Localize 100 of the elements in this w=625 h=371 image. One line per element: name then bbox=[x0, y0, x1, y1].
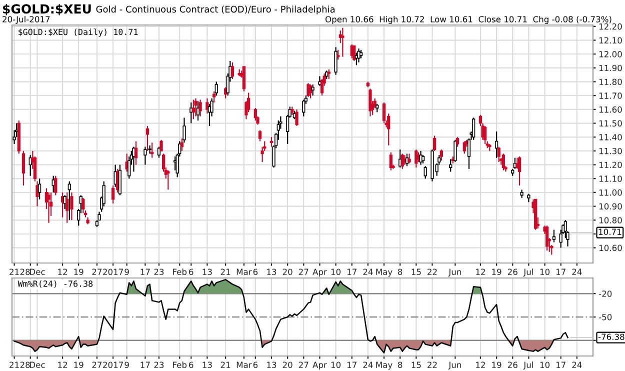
y-tick-label: 12.00 bbox=[599, 51, 622, 58]
x-tick-label: 17 bbox=[347, 268, 356, 275]
y-tick-label: 11.70 bbox=[599, 92, 622, 99]
x-tick-label: 10 bbox=[331, 362, 341, 368]
x-tick-label: 12 bbox=[476, 268, 485, 275]
candlestick bbox=[336, 49, 340, 60]
x-tick-label: 27 bbox=[298, 268, 308, 275]
x-tick-label: 22 bbox=[428, 268, 437, 275]
y-tick-label: 11.10 bbox=[599, 176, 622, 182]
x-tick-label: 21 bbox=[220, 362, 230, 368]
x-tick-label: 21 bbox=[10, 362, 19, 368]
x-tick-label: 19 bbox=[492, 268, 502, 276]
x-tick-label: 26 bbox=[508, 268, 518, 276]
candlestick bbox=[118, 164, 122, 196]
candlestick bbox=[552, 229, 556, 243]
x-tick-label: 13 bbox=[267, 362, 276, 368]
candlestick bbox=[146, 125, 150, 152]
x-tick-label: 20 bbox=[282, 268, 292, 276]
candlestick bbox=[270, 136, 274, 148]
candlestick bbox=[192, 99, 195, 120]
chart-subtitle: Gold - Continuous Contract (EOD)/Euro - Philadelphia bbox=[96, 6, 335, 14]
x-tick-label: 17 bbox=[347, 362, 356, 368]
y-tick-label: 11.50 bbox=[599, 120, 622, 127]
y-tick-label: -50 bbox=[598, 314, 612, 320]
x-tick-label: May bbox=[376, 268, 392, 277]
x-tick-label: Feb bbox=[173, 268, 187, 276]
candlestick bbox=[150, 142, 154, 158]
candlestick bbox=[166, 170, 170, 190]
annotation: $GOLD:$XEU (Daily) 10.71 bbox=[18, 28, 138, 37]
x-tick-label: 13 bbox=[202, 362, 212, 368]
candlestick bbox=[484, 125, 487, 145]
candlestick bbox=[38, 178, 42, 200]
candlestick bbox=[352, 45, 356, 62]
line-series bbox=[14, 278, 568, 354]
x-tick-label: 9 bbox=[124, 362, 129, 368]
text: 20-Jul-2017 bbox=[2, 16, 50, 24]
chart-title: $GOLD:$XEU bbox=[2, 4, 91, 16]
y-tick-label: 11.30 bbox=[599, 148, 622, 154]
x-tick-label: 24 bbox=[363, 362, 373, 368]
y-tick-label: 12.10 bbox=[599, 37, 622, 44]
x-tick-label: 10 bbox=[331, 268, 341, 276]
candlestick bbox=[414, 148, 418, 168]
candlestick bbox=[334, 46, 338, 76]
x-tick-label: 6 bbox=[189, 268, 194, 276]
x-tick-label: 27 bbox=[92, 362, 102, 368]
x-tick-label: 15 bbox=[412, 268, 421, 276]
y-tick-label: 11.20 bbox=[599, 162, 622, 168]
x-tick-label: 10 bbox=[540, 362, 550, 368]
x-tick-label: 12 bbox=[58, 268, 67, 275]
x-tick-label: 28 bbox=[20, 268, 30, 276]
candlestick bbox=[341, 27, 344, 58]
x-tick-label: 9 bbox=[124, 268, 129, 276]
x-tick-label: 20 bbox=[282, 362, 292, 368]
x-tick-label: 2017 bbox=[103, 268, 123, 276]
x-tick-label: 8 bbox=[398, 362, 402, 368]
x-tick-label: Jul bbox=[523, 268, 533, 277]
x-tick-label: Dec bbox=[30, 268, 45, 276]
x-tick-label: 21 bbox=[220, 268, 230, 275]
x-tick-label: 26 bbox=[508, 362, 518, 368]
y-tick-label: 11.90 bbox=[599, 64, 622, 72]
x-tick-label: 10 bbox=[540, 268, 550, 276]
y-tick-label: 10.90 bbox=[599, 203, 622, 210]
x-tick-label: 8 bbox=[398, 268, 402, 276]
y-tick-label: 11.60 bbox=[599, 106, 622, 113]
candlestick bbox=[47, 192, 50, 224]
candlestick bbox=[212, 90, 216, 104]
x-tick-label: Dec bbox=[30, 362, 45, 368]
x-tick-label: Apr bbox=[312, 362, 327, 370]
candlestick bbox=[54, 175, 58, 196]
candlestick bbox=[546, 225, 549, 252]
x-tick-label: May bbox=[376, 362, 392, 370]
x-tick-label: 17 bbox=[140, 268, 150, 275]
candlestick bbox=[36, 180, 39, 207]
x-tick-label: 12 bbox=[476, 362, 485, 368]
y-tick-label: 11.40 bbox=[599, 134, 622, 140]
x-tick-label: 19 bbox=[492, 362, 502, 368]
x-tick-label: Jun bbox=[448, 362, 462, 370]
x-tick-label: Mar bbox=[236, 362, 252, 368]
x-tick-label: 6 bbox=[253, 268, 258, 276]
x-tick-label: 17 bbox=[140, 362, 150, 368]
x-tick-label: 19 bbox=[74, 268, 84, 276]
y-tick-label: 11.80 bbox=[599, 78, 622, 86]
x-tick-label: Jul bbox=[523, 362, 533, 370]
x-tick-label: 23 bbox=[154, 362, 164, 368]
candlestick bbox=[22, 150, 26, 186]
candlestick bbox=[182, 117, 186, 144]
candlestick bbox=[254, 107, 257, 122]
x-tick-label: 21 bbox=[10, 268, 19, 275]
candlestick bbox=[214, 81, 218, 96]
candlestick bbox=[173, 156, 177, 171]
candlestick bbox=[389, 152, 392, 171]
x-tick-label: Mar bbox=[236, 268, 252, 276]
x-tick-label: 24 bbox=[572, 268, 582, 275]
candlestick bbox=[518, 156, 522, 186]
x-tick-label: 17 bbox=[556, 268, 566, 275]
candlestick bbox=[160, 139, 163, 152]
y-tick-label: 10.60 bbox=[599, 244, 622, 252]
candlestick bbox=[311, 84, 314, 96]
x-tick-label: 15 bbox=[412, 362, 421, 368]
x-tick-label: 24 bbox=[363, 268, 373, 275]
